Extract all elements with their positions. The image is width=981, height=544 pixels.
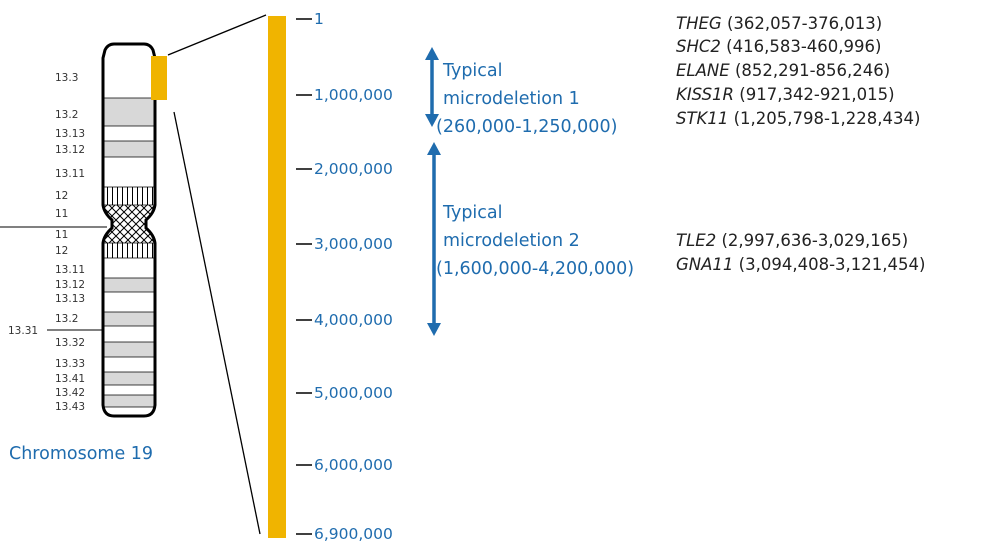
gene-entry: THEG (362,057-376,013) [676, 14, 882, 33]
band-label: 13.11 [55, 168, 85, 180]
scale-label: 4,000,000 [314, 311, 393, 329]
microdeletion-label-line: Typical [442, 203, 503, 223]
band-q13-43 [103, 395, 155, 407]
band-label: 13.12 [55, 279, 85, 291]
expanded-region-bar [268, 16, 286, 538]
position-scale [296, 18, 312, 535]
chromosome-ideogram [101, 42, 157, 418]
band-label: 13.3 [55, 72, 78, 84]
band-q13-32 [103, 342, 155, 357]
band-q13-41 [103, 372, 155, 385]
gene-entry: ELANE (852,291-856,246) [676, 61, 890, 80]
scale-label: 3,000,000 [314, 235, 393, 253]
microdeletion-2-label: Typical microdeletion 2 (1,600,000-4,200… [436, 203, 634, 279]
scale-label: 1,000,000 [314, 86, 393, 104]
band-q13-2 [103, 312, 155, 326]
band-label: 13.12 [55, 144, 85, 156]
band-label: 12 [55, 190, 68, 202]
zoom-line-top [167, 14, 267, 56]
centromere [103, 205, 155, 243]
band-label: 13.13 [55, 293, 85, 305]
band-label: 13.41 [55, 373, 85, 385]
scale-label: 6,900,000 [314, 525, 393, 543]
band-label: 13.13 [55, 128, 85, 140]
band-label: 13.11 [55, 264, 85, 276]
scale-label: 6,000,000 [314, 456, 393, 474]
band-label: 13.42 [55, 387, 85, 399]
chromosome-outline [101, 42, 157, 418]
microdeletion-range: (260,000-1,250,000) [436, 117, 617, 137]
band-label: 13.31 [8, 325, 38, 337]
band-label: 13.33 [55, 358, 85, 370]
gene-entry: SHC2 (416,583-460,996) [676, 37, 881, 56]
band-label: 13.32 [55, 337, 85, 349]
band-label: 11 [55, 229, 68, 241]
band-label: 12 [55, 245, 68, 257]
microdeletion-label-line: Typical [442, 61, 503, 81]
band-q12 [103, 243, 155, 258]
chromosome-title: Chromosome 19 [9, 444, 153, 464]
gene-list: THEG (362,057-376,013) SHC2 (416,583-460… [676, 14, 925, 274]
band-p13-2 [103, 98, 155, 126]
band-labels: 13.3 13.2 13.13 13.12 13.11 12 11 11 12 … [8, 72, 85, 413]
gene-entry: STK11 (1,205,798-1,228,434) [676, 109, 920, 128]
microdeletion-label-line: microdeletion 2 [443, 231, 580, 251]
zoom-line-bottom [173, 111, 261, 535]
band-label: 11 [55, 208, 68, 220]
microdeletion-1-label: Typical microdeletion 1 (260,000-1,250,0… [436, 61, 617, 137]
highlight-region-small [151, 56, 167, 100]
band-q13-12 [103, 278, 155, 292]
gene-entry: KISS1R (917,342-921,015) [676, 85, 895, 104]
band-label: 13.43 [55, 401, 85, 413]
band-label: 13.2 [55, 109, 78, 121]
band-p13-12 [103, 141, 155, 157]
band-label: 13.2 [55, 313, 78, 325]
gene-entry: GNA11 (3,094,408-3,121,454) [676, 255, 925, 274]
gene-entry: TLE2 (2,997,636-3,029,165) [676, 231, 908, 250]
scale-label: 5,000,000 [314, 384, 393, 402]
band-p12 [103, 187, 155, 205]
microdeletion-2-arrow [427, 142, 441, 336]
microdeletion-label-line: microdeletion 1 [443, 89, 580, 109]
scale-labels: 1 1,000,000 2,000,000 3,000,000 4,000,00… [314, 10, 393, 543]
scale-label: 2,000,000 [314, 160, 393, 178]
microdeletion-range: (1,600,000-4,200,000) [436, 259, 634, 279]
microdeletion-1-arrow [425, 47, 439, 127]
scale-label: 1 [314, 10, 324, 28]
